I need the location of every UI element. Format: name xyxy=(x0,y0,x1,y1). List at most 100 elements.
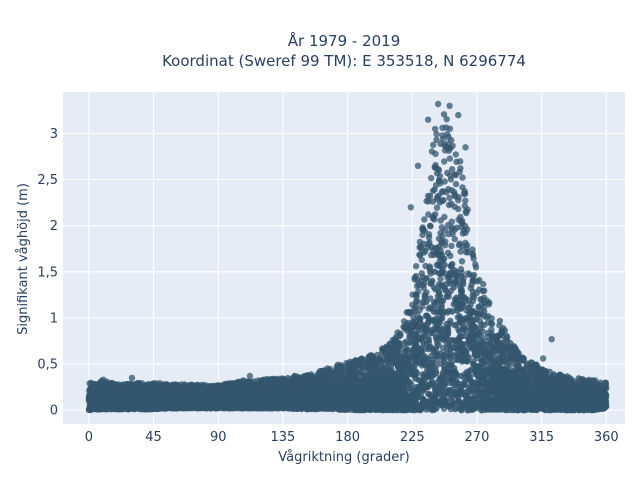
data-point xyxy=(433,130,440,138)
data-point xyxy=(459,184,466,191)
data-point xyxy=(445,133,452,141)
data-point xyxy=(412,263,420,270)
data-point xyxy=(469,292,476,299)
data-point xyxy=(507,361,514,369)
data-point xyxy=(496,322,503,329)
data-point xyxy=(463,248,470,256)
data-point xyxy=(451,235,458,243)
data-point xyxy=(464,226,471,233)
data-point xyxy=(440,111,448,118)
data-point xyxy=(472,264,480,271)
data-point xyxy=(468,406,475,414)
data-point xyxy=(444,249,452,256)
data-point xyxy=(469,246,476,253)
data-point xyxy=(405,339,412,347)
data-point xyxy=(400,340,408,347)
data-point xyxy=(319,378,327,385)
data-point xyxy=(318,368,325,375)
data-point xyxy=(431,125,439,133)
data-point xyxy=(498,339,506,347)
data-point xyxy=(479,287,487,295)
data-point xyxy=(439,233,446,240)
data-point xyxy=(602,384,610,391)
data-point xyxy=(418,270,425,277)
data-point xyxy=(379,345,386,352)
data-point xyxy=(483,297,491,304)
data-point xyxy=(448,242,455,250)
title: År 1979 - 2019 Koordinat (Sweref 99 TM):… xyxy=(162,31,526,70)
data-point xyxy=(430,141,437,149)
data-point xyxy=(448,200,455,207)
data-point xyxy=(87,379,95,386)
data-point xyxy=(419,225,426,233)
data-point xyxy=(439,344,447,352)
data-point xyxy=(390,359,397,366)
data-point xyxy=(480,280,487,288)
data-point xyxy=(452,151,459,158)
data-point xyxy=(439,124,446,131)
data-point xyxy=(457,248,464,255)
data-point xyxy=(425,198,432,205)
data-point xyxy=(513,360,520,368)
data-point xyxy=(313,374,320,382)
data-point xyxy=(433,204,441,211)
data-point xyxy=(423,275,430,282)
data-point xyxy=(335,366,342,373)
data-point xyxy=(426,193,434,200)
data-point xyxy=(488,320,496,328)
data-point xyxy=(457,165,464,172)
data-point xyxy=(438,224,445,231)
data-point xyxy=(449,230,456,238)
data-point xyxy=(462,208,470,215)
data-point xyxy=(396,347,404,355)
chart-title-line-1: År 1979 - 2019 xyxy=(288,31,401,50)
data-point xyxy=(485,313,492,320)
data-point xyxy=(437,275,444,283)
data-point xyxy=(414,298,421,305)
data-point xyxy=(498,332,505,339)
data-point xyxy=(425,234,433,241)
data-point xyxy=(446,155,453,162)
data-point xyxy=(455,205,462,213)
data-point xyxy=(428,148,436,155)
data-point xyxy=(461,190,469,197)
scatter-points xyxy=(85,100,610,414)
data-point xyxy=(446,194,453,202)
data-point xyxy=(504,354,511,361)
data-point xyxy=(446,125,454,132)
data-point xyxy=(462,197,469,204)
data-point xyxy=(413,282,421,290)
data-point xyxy=(495,346,502,354)
data-point xyxy=(124,385,132,392)
data-point xyxy=(476,311,484,318)
data-point xyxy=(412,291,419,298)
data-point xyxy=(426,222,434,229)
data-point xyxy=(566,380,574,388)
data-point xyxy=(440,197,447,204)
data-point xyxy=(435,167,443,174)
data-point xyxy=(458,258,466,265)
data-point xyxy=(465,270,472,277)
data-point xyxy=(441,158,448,165)
data-point xyxy=(440,135,447,143)
data-point xyxy=(478,301,486,308)
data-point xyxy=(523,360,531,367)
data-point xyxy=(596,383,604,390)
data-point xyxy=(397,330,404,337)
data-point xyxy=(437,217,444,224)
data-point xyxy=(416,244,423,251)
data-point xyxy=(425,334,432,341)
data-point xyxy=(428,174,435,182)
data-point xyxy=(445,185,452,193)
data-point xyxy=(418,278,425,285)
data-point xyxy=(470,309,477,316)
data-point xyxy=(452,180,460,188)
data-point xyxy=(448,166,456,173)
data-point xyxy=(431,384,438,391)
data-point xyxy=(476,318,484,325)
chart-title-line-2: Koordinat (Sweref 99 TM): E 353518, N 62… xyxy=(162,52,526,70)
data-point xyxy=(436,172,444,180)
data-point xyxy=(443,116,450,123)
data-point xyxy=(421,216,428,223)
